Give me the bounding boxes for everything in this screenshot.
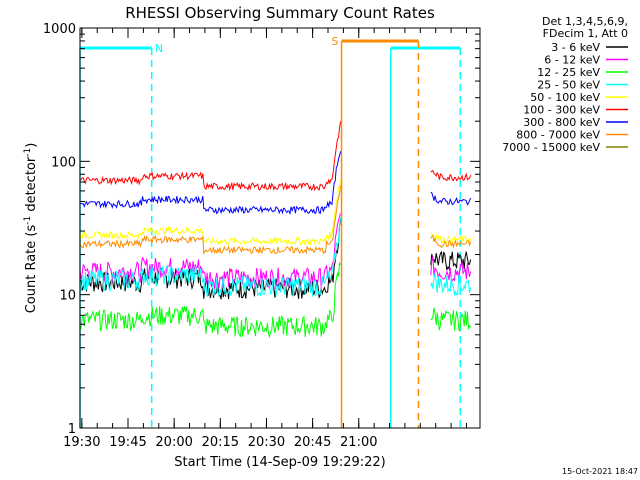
legend-entry-label: 800 - 7000 keV [516,129,600,142]
y-tick-label: 1000 [43,22,76,37]
legend-header: FDecim 1, Att 0 [543,27,628,40]
y-tick-label: 100 [51,155,76,170]
series-line-pre [79,185,342,255]
x-tick-label: 19:30 [63,435,100,450]
x-axis-label: Start Time (14-Sep-09 19:29:22) [174,455,385,470]
series-line-pre [79,151,342,216]
series-line-post [430,191,472,206]
x-tick-label: 20:30 [248,435,285,450]
legend-entry-label: 12 - 25 keV [537,66,600,79]
series-line-post [430,234,472,249]
series-line-post [430,273,472,296]
legend-entry-label: 3 - 6 keV [551,41,600,54]
series-line-pre [79,179,342,247]
chart-title: RHESSI Observing Summary Count Rates [125,4,435,22]
x-tick-label: 19:45 [109,435,146,450]
series-line-post [430,256,472,283]
legend: Det 1,3,4,5,6,9,FDecim 1, Att 03 - 6 keV… [502,15,628,154]
x-tick-label: 20:00 [155,435,192,450]
legend-entry-label: 7000 - 15000 keV [502,141,600,154]
saa-label: S [332,35,339,48]
y-tick-label: 10 [59,289,76,304]
series-lines [79,121,472,339]
x-tick-label: 20:15 [202,435,239,450]
series-line-post [430,307,472,333]
series-line-pre [79,121,342,192]
y-axis: 1 10 100 1000 [43,22,480,437]
x-tick-label: 20:45 [294,435,331,450]
x-axis: 19:30 19:45 20:00 20:15 20:30 20:45 21:00 [63,28,467,450]
legend-header: Det 1,3,4,5,6,9, [542,15,628,28]
legend-entry-label: 50 - 100 keV [530,91,600,104]
series-line-post [430,169,472,182]
y-axis-label: Count Rate (s-1 detector-1) [23,143,39,314]
night-label: N [155,42,163,55]
series-line-post [430,250,472,271]
series-line-pre [79,219,342,300]
series-line-pre [79,217,342,298]
timestamp: 15-Oct-2021 18:47 [562,467,638,476]
y-tick-label: 1 [68,422,76,437]
legend-entry-label: 25 - 50 keV [537,79,600,92]
legend-entry-label: 6 - 12 keV [544,54,600,67]
legend-entry-label: 300 - 800 keV [523,116,600,129]
x-tick-label: 21:00 [340,435,377,450]
series-line-pre [79,261,342,339]
legend-entry-label: 100 - 300 keV [523,104,600,117]
series-line-pre [79,213,342,290]
plot-frame [79,27,481,429]
